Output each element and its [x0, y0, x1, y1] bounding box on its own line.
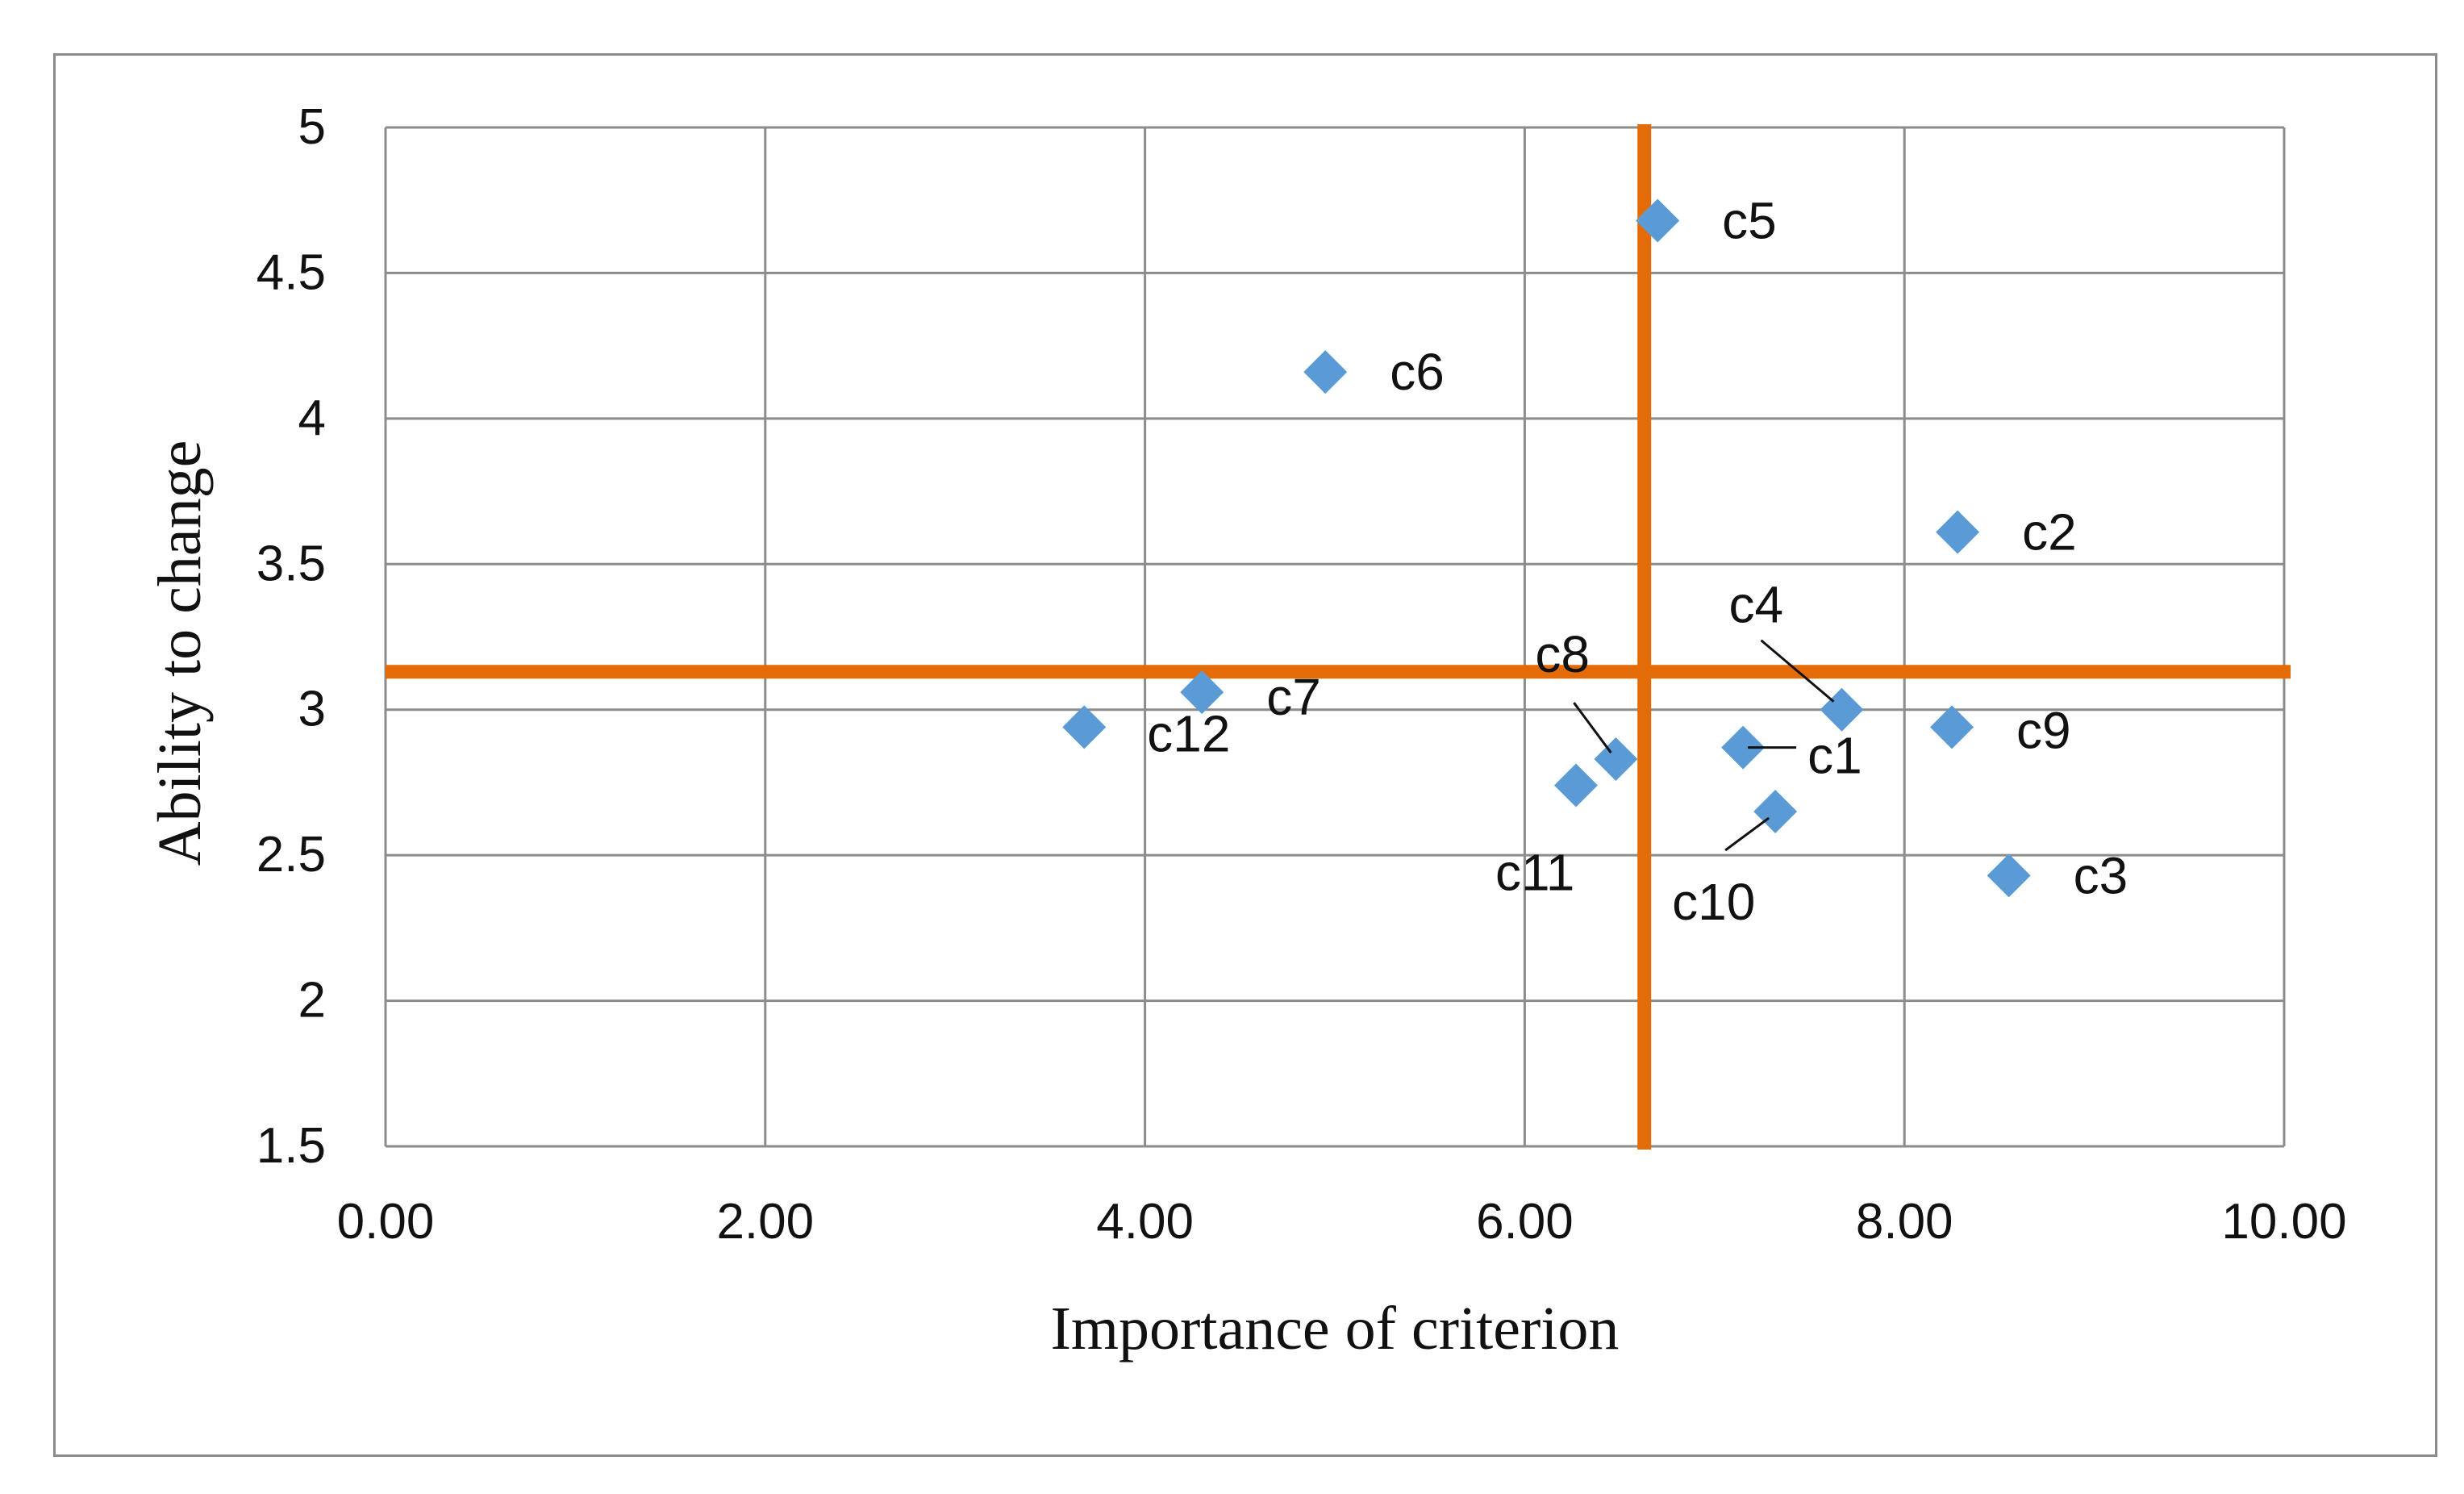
x-tick-label: 4.00 [1096, 1194, 1194, 1250]
data-points: c1 c2 c3 c4 c5 c6 c7 c8 c9 c10 c11 c12 [1062, 191, 2128, 931]
data-point-c12 [1062, 705, 1107, 749]
data-point-c8 [1594, 737, 1638, 782]
x-axis-title: Importance of criterion [1051, 1295, 1620, 1363]
x-tick-label: 2.00 [716, 1194, 814, 1250]
y-tick-label: 3.5 [256, 536, 326, 591]
data-label-c1: c1 [1807, 727, 1862, 785]
data-label-c9: c9 [2016, 701, 2071, 759]
data-label-c2: c2 [2022, 503, 2077, 561]
data-label-c11: c11 [1495, 844, 1574, 902]
y-axis-title: Ability to change [146, 440, 214, 866]
leader-line-c4 [1760, 639, 1835, 703]
data-label-c7: c7 [1266, 668, 1321, 726]
reference-lines [386, 124, 2291, 1150]
data-label-c5: c5 [1722, 191, 1777, 249]
x-tick-label: 0.00 [337, 1194, 435, 1250]
data-point-c6 [1303, 350, 1348, 394]
data-point-c3 [1987, 853, 2031, 898]
x-tick-label: 8.00 [1856, 1194, 1953, 1250]
leader-line-c10 [1724, 816, 1770, 852]
data-point-c7 [1180, 670, 1224, 715]
data-label-c12: c12 [1147, 704, 1230, 762]
data-point-c5 [1636, 198, 1680, 243]
y-tick-label: 5 [298, 99, 326, 155]
data-point-c11 [1553, 763, 1598, 808]
data-label-c10: c10 [1672, 873, 1755, 931]
tick-labels: 1.5 2 2.5 3 3.5 4 4.5 5 0.00 2.00 4.00 6.00 8.00 10.0… [256, 99, 2347, 1250]
y-tick-label: 4 [298, 390, 326, 446]
data-point-c1 [1721, 725, 1766, 770]
data-label-c4: c4 [1729, 576, 1784, 634]
data-point-c2 [1936, 510, 1980, 554]
data-point-c10 [1753, 790, 1798, 834]
x-tick-label: 10.00 [2221, 1194, 2346, 1250]
data-label-c3: c3 [2074, 846, 2128, 904]
grid-layer [384, 126, 2286, 1148]
y-tick-label: 2.5 [256, 827, 326, 883]
data-point-c9 [1930, 705, 1974, 749]
y-tick-label: 2 [298, 973, 326, 1029]
data-label-c8: c8 [1535, 625, 1590, 683]
y-tick-label: 1.5 [256, 1118, 326, 1174]
y-tick-label: 4.5 [256, 244, 326, 300]
chart-frame [53, 53, 2437, 1457]
y-tick-label: 3 [298, 682, 326, 737]
x-tick-label: 6.00 [1476, 1194, 1574, 1250]
leader-line-c8 [1573, 702, 1612, 753]
data-label-c6: c6 [1390, 343, 1445, 401]
